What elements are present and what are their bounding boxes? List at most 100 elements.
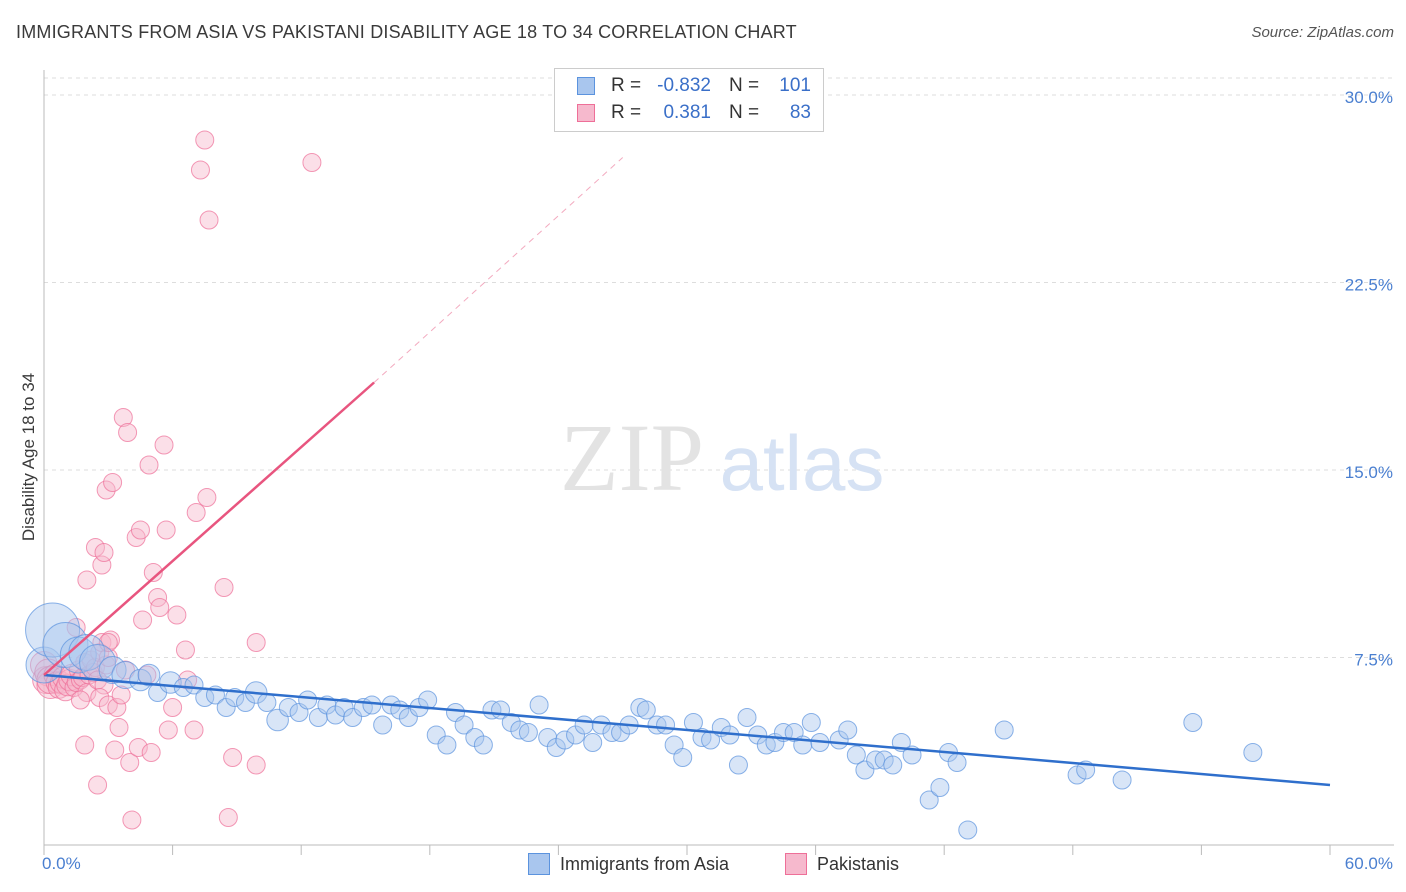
asia-point [1183,713,1203,732]
asia-point [838,720,858,740]
pakistani-point [100,630,120,650]
pakistani-point [175,640,195,660]
y-tick-label: 7.5% [1354,651,1393,670]
legend-row-asia: R = -0.832 N = 101 [577,73,811,99]
blue-points [25,602,1263,840]
y-tick-label: 15.0% [1345,463,1393,482]
pakistani-point [195,130,215,150]
bottom-legend-label-asia: Immigrants from Asia [560,853,730,874]
asia-point [529,695,549,715]
asia-point [426,725,446,745]
asia-point [636,700,656,720]
asia-point [930,778,950,797]
pakistani-point [190,160,210,180]
y-tick-label: 22.5% [1345,276,1393,295]
legend-row-pakistanis: R = 0.381 N = 83 [577,100,811,126]
pakistani-point [154,435,174,455]
asia-point [159,671,182,694]
pakistani-point [302,153,322,172]
legend-n-label: N = [729,102,760,123]
pakistani-point [94,543,114,562]
asia-point [591,715,611,735]
pakistani-point [113,408,133,427]
pakistani-point [167,605,187,625]
asia-point [656,715,676,735]
trend-lines [43,157,1331,787]
asia-point [398,708,418,727]
bottom-legend-asia: Immigrants from Asia [528,851,729,877]
asia-point [583,733,603,752]
watermark-atlas: atlas [720,419,885,507]
asia-point [947,753,967,772]
legend-n-value: 83 [789,102,811,123]
pakistani-point [75,735,95,755]
asia-point [437,735,457,755]
pakistani-point [118,423,138,442]
legend-r-label: R = [611,75,642,96]
asia-point [1243,743,1263,762]
pakistani-point [107,698,127,717]
x-tick-label: 60.0% [1345,854,1393,873]
pakistani-point [163,698,183,717]
pakistani-point [141,743,161,762]
asia-point [801,713,821,732]
pakistani-point [88,775,108,795]
pakistani-point [120,753,140,772]
pakistani-trend-extension [373,157,624,383]
pakistani-point [96,480,116,500]
pakistani-point [70,690,90,710]
pakistani-point [143,563,163,582]
legend-r-value: -0.832 [657,75,711,96]
pakistani-point [156,520,176,540]
source-label: Source: ZipAtlas.com [1251,24,1394,41]
asia-point [846,745,866,765]
pink-points [30,130,322,830]
pakistani-point [105,740,125,760]
asia-point [994,720,1014,740]
asia-point [25,646,63,684]
asia-point [473,735,493,755]
pakistani-point [158,720,178,740]
pakistani-point [186,503,206,522]
asia-point [278,698,298,717]
pakistani-point [115,660,135,680]
pakistani-trend-line [43,381,375,676]
pakistani-point [218,808,238,827]
correlation-legend: R = -0.832 N = 101 R = 0.381 N = 83 [554,68,824,132]
asia-point [737,708,757,727]
pakistani-point [122,810,142,830]
asia-point [373,715,393,735]
axes [43,70,1394,855]
pakistani-point [246,633,266,652]
watermark: ZIP atlas [560,404,884,511]
asia-point [1112,770,1132,790]
asia-point [184,675,204,695]
asia-point [25,602,81,658]
legend-n-label: N = [729,75,760,96]
legend-swatch-pakistanis [577,104,595,122]
asia-point [298,690,318,710]
asia-point [518,723,538,742]
grid [44,77,1394,658]
asia-point [257,693,277,712]
pakistani-point [199,210,219,230]
asia-trend-line [43,673,1331,787]
legend-n-value: 101 [779,75,811,96]
pakistani-point [214,578,234,597]
pakistani-point [197,488,217,507]
pakistani-point [111,685,131,705]
pakistani-point [109,718,129,737]
asia-point [919,790,939,810]
asia-point [454,715,474,735]
pakistani-point [92,555,112,575]
watermark-zip: ZIP [560,404,704,511]
bottom-legend-label-pakistanis: Pakistanis [817,853,900,874]
bottom-legend-pakistanis: Pakistanis [785,851,899,877]
asia-point [574,715,594,735]
pakistani-point [128,738,148,757]
pakistani-point [130,520,150,540]
asia-point [728,755,748,775]
pakistani-point [77,570,97,590]
asia-point [362,695,382,715]
